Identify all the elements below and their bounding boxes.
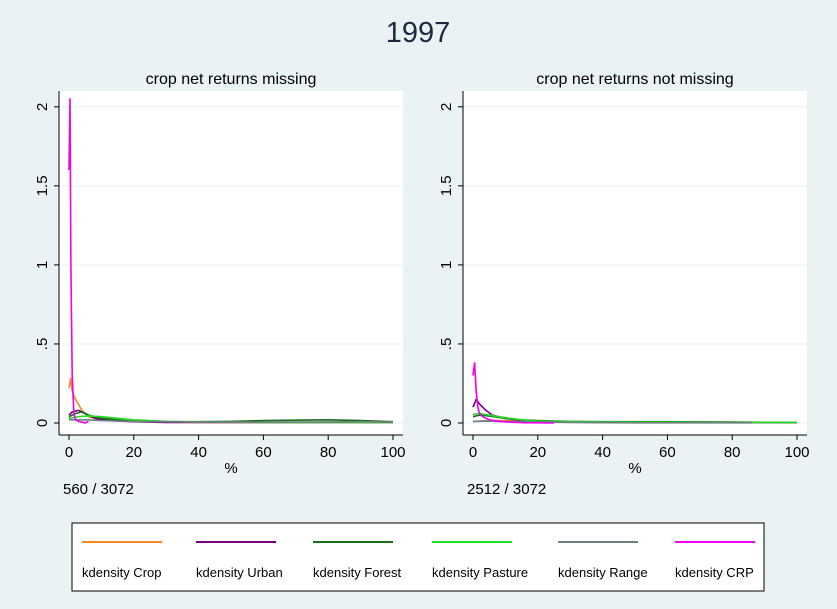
y-tick-label: 1.5 (34, 175, 51, 196)
chart-title: 1997 (386, 17, 451, 49)
y-tick-label: 1 (438, 261, 455, 269)
series-line-crp (68, 98, 89, 424)
y-tick-label: 0 (34, 419, 51, 427)
legend-label-forest: kdensity Forest (313, 565, 402, 580)
series-line-range (69, 418, 394, 423)
series-group-not-missing (472, 362, 798, 424)
y-ticks-missing: 0 .5 1 1.5 2 (34, 91, 60, 435)
y-tick-label: .5 (34, 338, 51, 351)
note-not-missing: 2512 / 3072 (467, 481, 546, 498)
x-ticks-not-missing: 0 20 40 60 80 100 (463, 434, 810, 461)
legend-label-crp: kdensity CRP (675, 565, 754, 580)
panel-missing: crop net returns missing 0 20 40 60 80 100 0.… (34, 71, 406, 498)
panel-not-missing: crop net returns not missing 0 20 40 60 80 10… (438, 71, 810, 498)
note-missing: 560 / 3072 (63, 481, 134, 498)
x-tick-label: 40 (594, 444, 611, 461)
legend-label-crop: kdensity Crop (82, 565, 161, 580)
x-tick-label: 0 (469, 444, 477, 461)
x-tick-label: 60 (255, 444, 272, 461)
legend: kdensity Crop kdensity Urban kdensity Fore… (71, 522, 765, 592)
x-tick-label: 100 (784, 444, 809, 461)
panel-title-missing: crop net returns missing (146, 71, 317, 88)
panel-title-not-missing: crop net returns not missing (536, 71, 733, 88)
x-tick-label: 80 (724, 444, 741, 461)
series-line-crp (472, 362, 555, 424)
legend-box (71, 522, 765, 592)
plot-area-not-missing (463, 91, 807, 435)
series-group-missing (68, 98, 394, 424)
x-tick-label: 0 (65, 444, 73, 461)
x-axis-label-not-missing: % (628, 460, 641, 477)
x-tick-label: 60 (659, 444, 676, 461)
legend-label-range: kdensity Range (558, 565, 648, 580)
x-ticks-missing: 0 20 40 60 80 100 (59, 434, 406, 461)
x-tick-label: 80 (320, 444, 337, 461)
y-tick-label: 2 (438, 103, 455, 111)
y-tick-label: 0 (438, 419, 455, 427)
y-ticks-not-missing: 0 .5 1 1.5 2 (438, 91, 464, 435)
x-axis-label-missing: % (224, 460, 237, 477)
x-tick-label: 20 (529, 444, 546, 461)
y-tick-label: 1.5 (438, 175, 455, 196)
x-tick-label: 100 (380, 444, 405, 461)
plot-area-missing (59, 91, 403, 435)
x-tick-label: 40 (190, 444, 207, 461)
legend-label-urban: kdensity Urban (196, 565, 283, 580)
y-tick-label: .5 (438, 338, 455, 351)
y-tick-label: 1 (34, 261, 51, 269)
legend-label-pasture: kdensity Pasture (432, 565, 528, 580)
y-tick-label: 2 (34, 103, 51, 111)
x-tick-label: 20 (125, 444, 142, 461)
